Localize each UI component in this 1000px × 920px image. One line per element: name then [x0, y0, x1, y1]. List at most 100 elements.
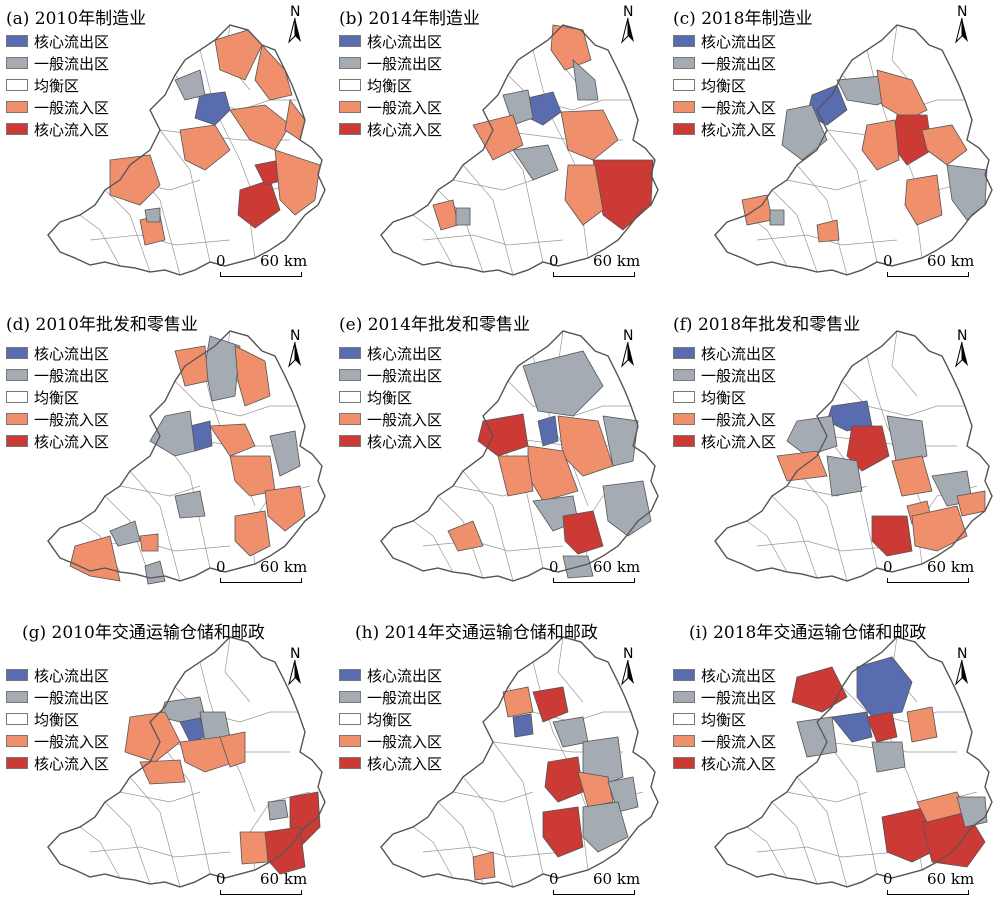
- legend-label: 一般流入区: [367, 410, 443, 429]
- legend-swatch: [673, 713, 695, 725]
- district-boundary: [891, 330, 918, 397]
- district-region: [239, 831, 269, 865]
- legend-swatch: [339, 57, 361, 69]
- legend-label: 一般流入区: [34, 98, 110, 117]
- legend-swatch: [339, 669, 361, 681]
- legend-swatch: [339, 369, 361, 381]
- scale-label-sixty: 60 km: [593, 252, 641, 270]
- legend-swatch: [6, 57, 28, 69]
- legend-item: 一般流出区: [673, 52, 776, 74]
- legend-label: 均衡区: [367, 388, 413, 407]
- legend-item: 均衡区: [6, 708, 109, 730]
- district-region: [866, 711, 898, 743]
- legend-label: 一般流入区: [367, 98, 443, 117]
- district-boundary: [786, 179, 868, 191]
- legend-swatch: [673, 413, 695, 425]
- district-region: [502, 686, 534, 718]
- legend-item: 均衡区: [339, 386, 442, 408]
- district-boundary: [796, 164, 848, 276]
- panel-title: (e) 2014年批发和零售业: [339, 315, 530, 335]
- district-region: [544, 756, 584, 803]
- scale-line: [553, 890, 635, 895]
- legend-swatch: [673, 391, 695, 403]
- scale-line: [220, 578, 302, 583]
- district-region: [769, 209, 785, 226]
- legend-label: 核心流出区: [367, 666, 443, 685]
- legend-label: 核心流出区: [34, 32, 110, 51]
- legend-item: 核心流入区: [673, 752, 776, 774]
- district-boundary: [79, 826, 121, 879]
- legend-swatch: [339, 123, 361, 135]
- region-border: [47, 330, 326, 582]
- map-panel: (f) 2018年批发和零售业 核心流出区 一般流出区 均衡区 一般流入区 核心流入区 N 0…: [667, 306, 1000, 612]
- legend-item: 一般流入区: [339, 96, 442, 118]
- north-arrow-icon: N: [947, 328, 977, 372]
- scale-label-zero: 0: [549, 870, 559, 888]
- district-region: [816, 219, 840, 243]
- district-region: [174, 69, 206, 101]
- district-boundary: [422, 540, 564, 552]
- scale-line: [553, 272, 635, 277]
- legend-swatch: [6, 435, 28, 447]
- scale-label-sixty: 60 km: [260, 558, 308, 576]
- district-boundary: [796, 776, 848, 888]
- legend-label: 均衡区: [701, 388, 747, 407]
- legend-item: 核心流出区: [673, 30, 776, 52]
- district-boundary: [746, 520, 788, 573]
- legend-swatch: [6, 691, 28, 703]
- map-panel: (c) 2018年制造业 核心流出区 一般流出区 均衡区 一般流入区 核心流入区 N 0 60 …: [667, 0, 1000, 306]
- legend-item: 核心流入区: [6, 430, 109, 452]
- district-boundary: [412, 214, 454, 267]
- region-border: [380, 24, 659, 276]
- legend-item: 一般流出区: [339, 364, 442, 386]
- legend-label: 一般流出区: [701, 688, 777, 707]
- district-boundary: [422, 234, 564, 246]
- legend: 核心流出区 一般流出区 均衡区 一般流入区 核心流入区: [673, 664, 776, 774]
- district-region: [219, 731, 246, 768]
- scale-label-zero: 0: [883, 558, 893, 576]
- scale-label-zero: 0: [549, 558, 559, 576]
- district-region: [537, 415, 559, 447]
- legend-swatch: [6, 369, 28, 381]
- region-border: [47, 24, 326, 276]
- district-boundary: [841, 380, 965, 417]
- legend-item: 一般流入区: [339, 730, 442, 752]
- legend-item: 核心流出区: [339, 664, 442, 686]
- legend-label: 均衡区: [367, 76, 413, 95]
- district-region: [577, 771, 614, 808]
- scale-label-sixty: 60 km: [260, 870, 308, 888]
- legend-label: 均衡区: [367, 710, 413, 729]
- legend-label: 核心流入区: [701, 754, 777, 773]
- district-region: [139, 533, 159, 552]
- legend-label: 核心流入区: [34, 754, 110, 773]
- scale-line: [220, 890, 302, 895]
- district-region: [179, 124, 231, 171]
- scale-line: [887, 272, 969, 277]
- district-region: [254, 44, 293, 101]
- legend-swatch: [6, 79, 28, 91]
- legend-item: 核心流出区: [339, 30, 442, 52]
- north-label: N: [957, 328, 968, 344]
- district-boundary: [746, 826, 788, 879]
- legend-swatch: [339, 757, 361, 769]
- district-region: [564, 164, 604, 226]
- district-region: [174, 490, 206, 519]
- north-arrow-icon: N: [947, 646, 977, 690]
- district-region: [557, 415, 614, 477]
- district-boundary: [771, 189, 818, 273]
- legend-item: 均衡区: [673, 74, 776, 96]
- district-region: [264, 485, 306, 532]
- district-boundary: [796, 470, 848, 582]
- scale-label-sixty: 60 km: [927, 558, 975, 576]
- north-arrow-icon: N: [613, 4, 643, 48]
- legend-label: 一般流出区: [367, 54, 443, 73]
- legend-label: 一般流出区: [34, 366, 110, 385]
- legend-item: 一般流出区: [339, 686, 442, 708]
- panel-title: (f) 2018年批发和零售业: [673, 315, 861, 335]
- north-label: N: [957, 4, 968, 20]
- north-label: N: [290, 646, 301, 662]
- district-boundary: [826, 129, 878, 263]
- choropleth-map: [714, 636, 993, 888]
- district-region: [741, 194, 773, 226]
- legend-label: 一般流入区: [367, 732, 443, 751]
